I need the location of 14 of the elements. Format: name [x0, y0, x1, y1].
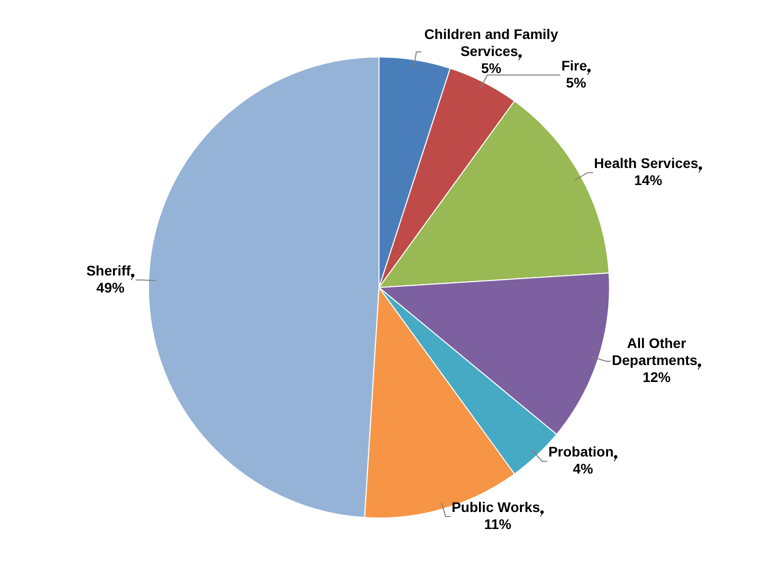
- slice-label: All Other Departments: [612, 335, 698, 368]
- data-label: 5%: [566, 74, 587, 90]
- slice-label: Sheriff: [86, 262, 132, 278]
- slice-label: Fire: [561, 57, 588, 74]
- data-label: 12%: [642, 369, 672, 386]
- data-label: 14%: [634, 172, 663, 188]
- data-label: 49%: [96, 279, 126, 296]
- slice-label: Public Works: [452, 498, 540, 515]
- slice-label: Health Services: [594, 154, 699, 171]
- data-label: 4%: [572, 460, 594, 477]
- slice-label: Probation: [548, 444, 614, 460]
- data-label: 11%: [484, 516, 512, 532]
- slice-label: Children and Family Services: [424, 26, 558, 59]
- data-label: 5%: [481, 60, 502, 76]
